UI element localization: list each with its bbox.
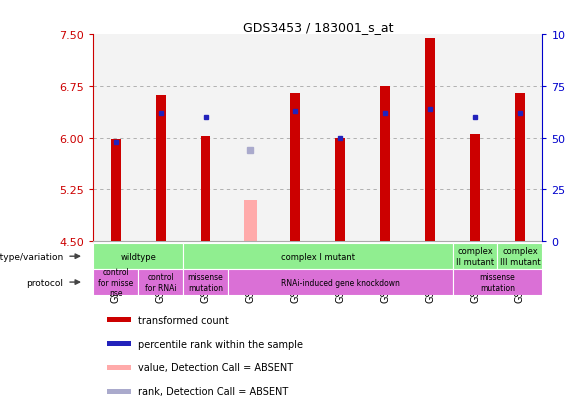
Bar [336,138,345,242]
Bar [498,35,542,242]
Bar [380,87,390,242]
Text: protocol: protocol [27,278,63,287]
Bar [470,135,480,242]
Text: genotype/variation: genotype/variation [0,252,63,261]
Bar [290,94,300,242]
Bar [498,244,542,270]
Bar [138,270,183,295]
Text: complex
II mutant: complex II mutant [456,247,494,266]
Text: rank, Detection Call = ABSENT: rank, Detection Call = ABSENT [138,387,288,396]
Text: transformed count: transformed count [138,315,229,325]
Bar [107,341,132,346]
Bar [244,200,257,242]
Text: value, Detection Call = ABSENT: value, Detection Call = ABSENT [138,363,293,373]
Text: missense
mutation: missense mutation [188,273,223,292]
Bar [183,35,228,242]
Text: complex
III mutant: complex III mutant [499,247,540,266]
Bar [318,35,363,242]
Bar [93,244,183,270]
Text: RNAi-induced gene knockdown: RNAi-induced gene knockdown [281,278,399,287]
Bar [156,96,166,242]
Bar [273,35,318,242]
Text: wildtype: wildtype [120,252,156,261]
Bar [107,317,132,323]
Bar [93,35,138,242]
Bar [228,270,453,295]
Bar [183,270,228,295]
Text: control
for RNAi: control for RNAi [145,273,176,292]
Bar [408,35,453,242]
Bar [107,389,132,394]
Bar [363,35,408,242]
Bar [93,270,138,295]
Bar [453,35,498,242]
Text: missense
mutation: missense mutation [480,273,515,292]
Bar [201,137,210,242]
Bar [515,94,525,242]
Bar [183,244,453,270]
Bar [107,365,132,370]
Bar [111,140,120,242]
Title: GDS3453 / 183001_s_at: GDS3453 / 183001_s_at [242,21,393,34]
Bar [453,270,542,295]
Bar [228,35,273,242]
Text: percentile rank within the sample: percentile rank within the sample [138,339,303,349]
Bar [453,244,498,270]
Text: complex I mutant: complex I mutant [281,252,355,261]
Text: control
for misse
nse: control for misse nse [98,268,133,297]
Bar [425,38,435,242]
Bar [138,35,183,242]
